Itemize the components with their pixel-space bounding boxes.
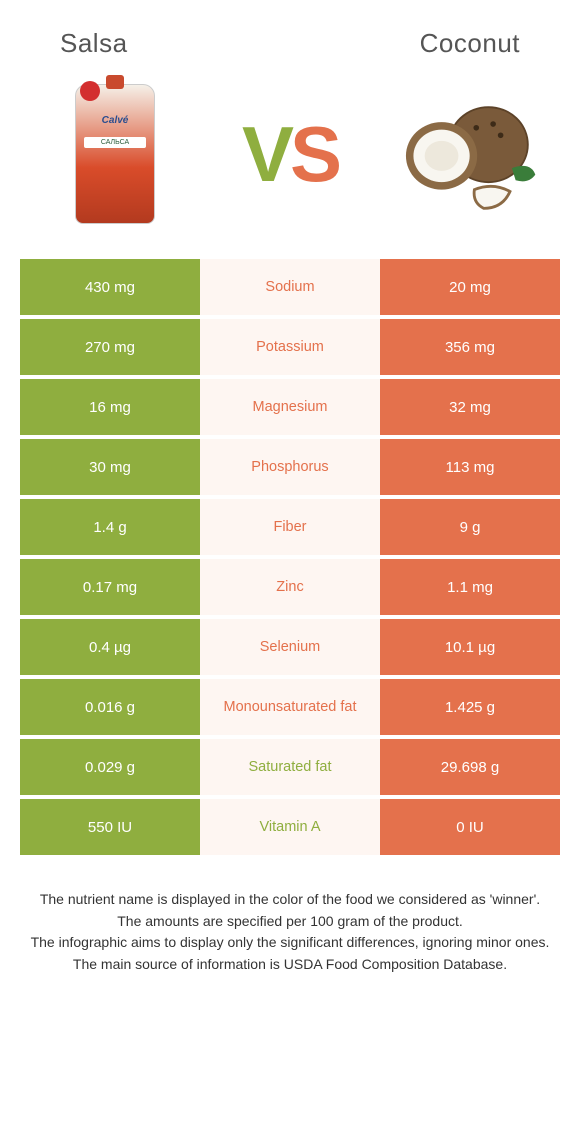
table-row: 270 mgPotassium356 mg — [20, 319, 560, 375]
cell-right: 9 g — [380, 499, 560, 555]
header: Salsa Coconut — [0, 0, 580, 69]
table-row: 16 mgMagnesium32 mg — [20, 379, 560, 435]
coconut-image — [390, 79, 540, 229]
table-row: 0.4 µgSelenium10.1 µg — [20, 619, 560, 675]
title-left: Salsa — [60, 28, 128, 59]
title-right: Coconut — [420, 28, 520, 59]
images-row: Calvé САЛЬСА V S — [0, 69, 580, 259]
table-row: 0.029 gSaturated fat29.698 g — [20, 739, 560, 795]
cell-label: Fiber — [200, 499, 380, 555]
cell-left: 30 mg — [20, 439, 200, 495]
cell-label: Phosphorus — [200, 439, 380, 495]
footer-notes: The nutrient name is displayed in the co… — [0, 859, 580, 976]
footer-line: The main source of information is USDA F… — [30, 954, 550, 976]
coconut-icon — [390, 84, 540, 224]
cell-right: 29.698 g — [380, 739, 560, 795]
cell-left: 16 mg — [20, 379, 200, 435]
cell-label: Vitamin A — [200, 799, 380, 855]
table-row: 30 mgPhosphorus113 mg — [20, 439, 560, 495]
cell-left: 550 IU — [20, 799, 200, 855]
cell-right: 0 IU — [380, 799, 560, 855]
salsa-image: Calvé САЛЬСА — [40, 79, 190, 229]
cell-left: 1.4 g — [20, 499, 200, 555]
cell-label: Monounsaturated fat — [200, 679, 380, 735]
cell-right: 32 mg — [380, 379, 560, 435]
salsa-sublabel: САЛЬСА — [84, 137, 146, 148]
table-row: 1.4 gFiber9 g — [20, 499, 560, 555]
cell-right: 1.425 g — [380, 679, 560, 735]
comparison-table: 430 mgSodium20 mg270 mgPotassium356 mg16… — [0, 259, 580, 855]
cell-right: 10.1 µg — [380, 619, 560, 675]
table-row: 0.016 gMonounsaturated fat1.425 g — [20, 679, 560, 735]
cell-left: 0.016 g — [20, 679, 200, 735]
cell-label: Magnesium — [200, 379, 380, 435]
cell-right: 113 mg — [380, 439, 560, 495]
table-row: 430 mgSodium20 mg — [20, 259, 560, 315]
cell-left: 270 mg — [20, 319, 200, 375]
cell-label: Sodium — [200, 259, 380, 315]
cell-right: 356 mg — [380, 319, 560, 375]
salsa-package-icon: Calvé САЛЬСА — [75, 84, 155, 224]
vs-label: V S — [242, 109, 338, 200]
cell-left: 0.17 mg — [20, 559, 200, 615]
vs-v: V — [242, 109, 290, 200]
footer-line: The infographic aims to display only the… — [30, 932, 550, 954]
footer-line: The nutrient name is displayed in the co… — [30, 889, 550, 911]
cell-label: Potassium — [200, 319, 380, 375]
cell-left: 430 mg — [20, 259, 200, 315]
table-row: 550 IUVitamin A0 IU — [20, 799, 560, 855]
cell-label: Saturated fat — [200, 739, 380, 795]
cell-right: 1.1 mg — [380, 559, 560, 615]
cell-right: 20 mg — [380, 259, 560, 315]
cell-label: Selenium — [200, 619, 380, 675]
vs-s: S — [290, 109, 338, 200]
cell-label: Zinc — [200, 559, 380, 615]
cell-left: 0.029 g — [20, 739, 200, 795]
footer-line: The amounts are specified per 100 gram o… — [30, 911, 550, 933]
salsa-brand: Calvé — [84, 115, 146, 126]
table-row: 0.17 mgZinc1.1 mg — [20, 559, 560, 615]
cell-left: 0.4 µg — [20, 619, 200, 675]
